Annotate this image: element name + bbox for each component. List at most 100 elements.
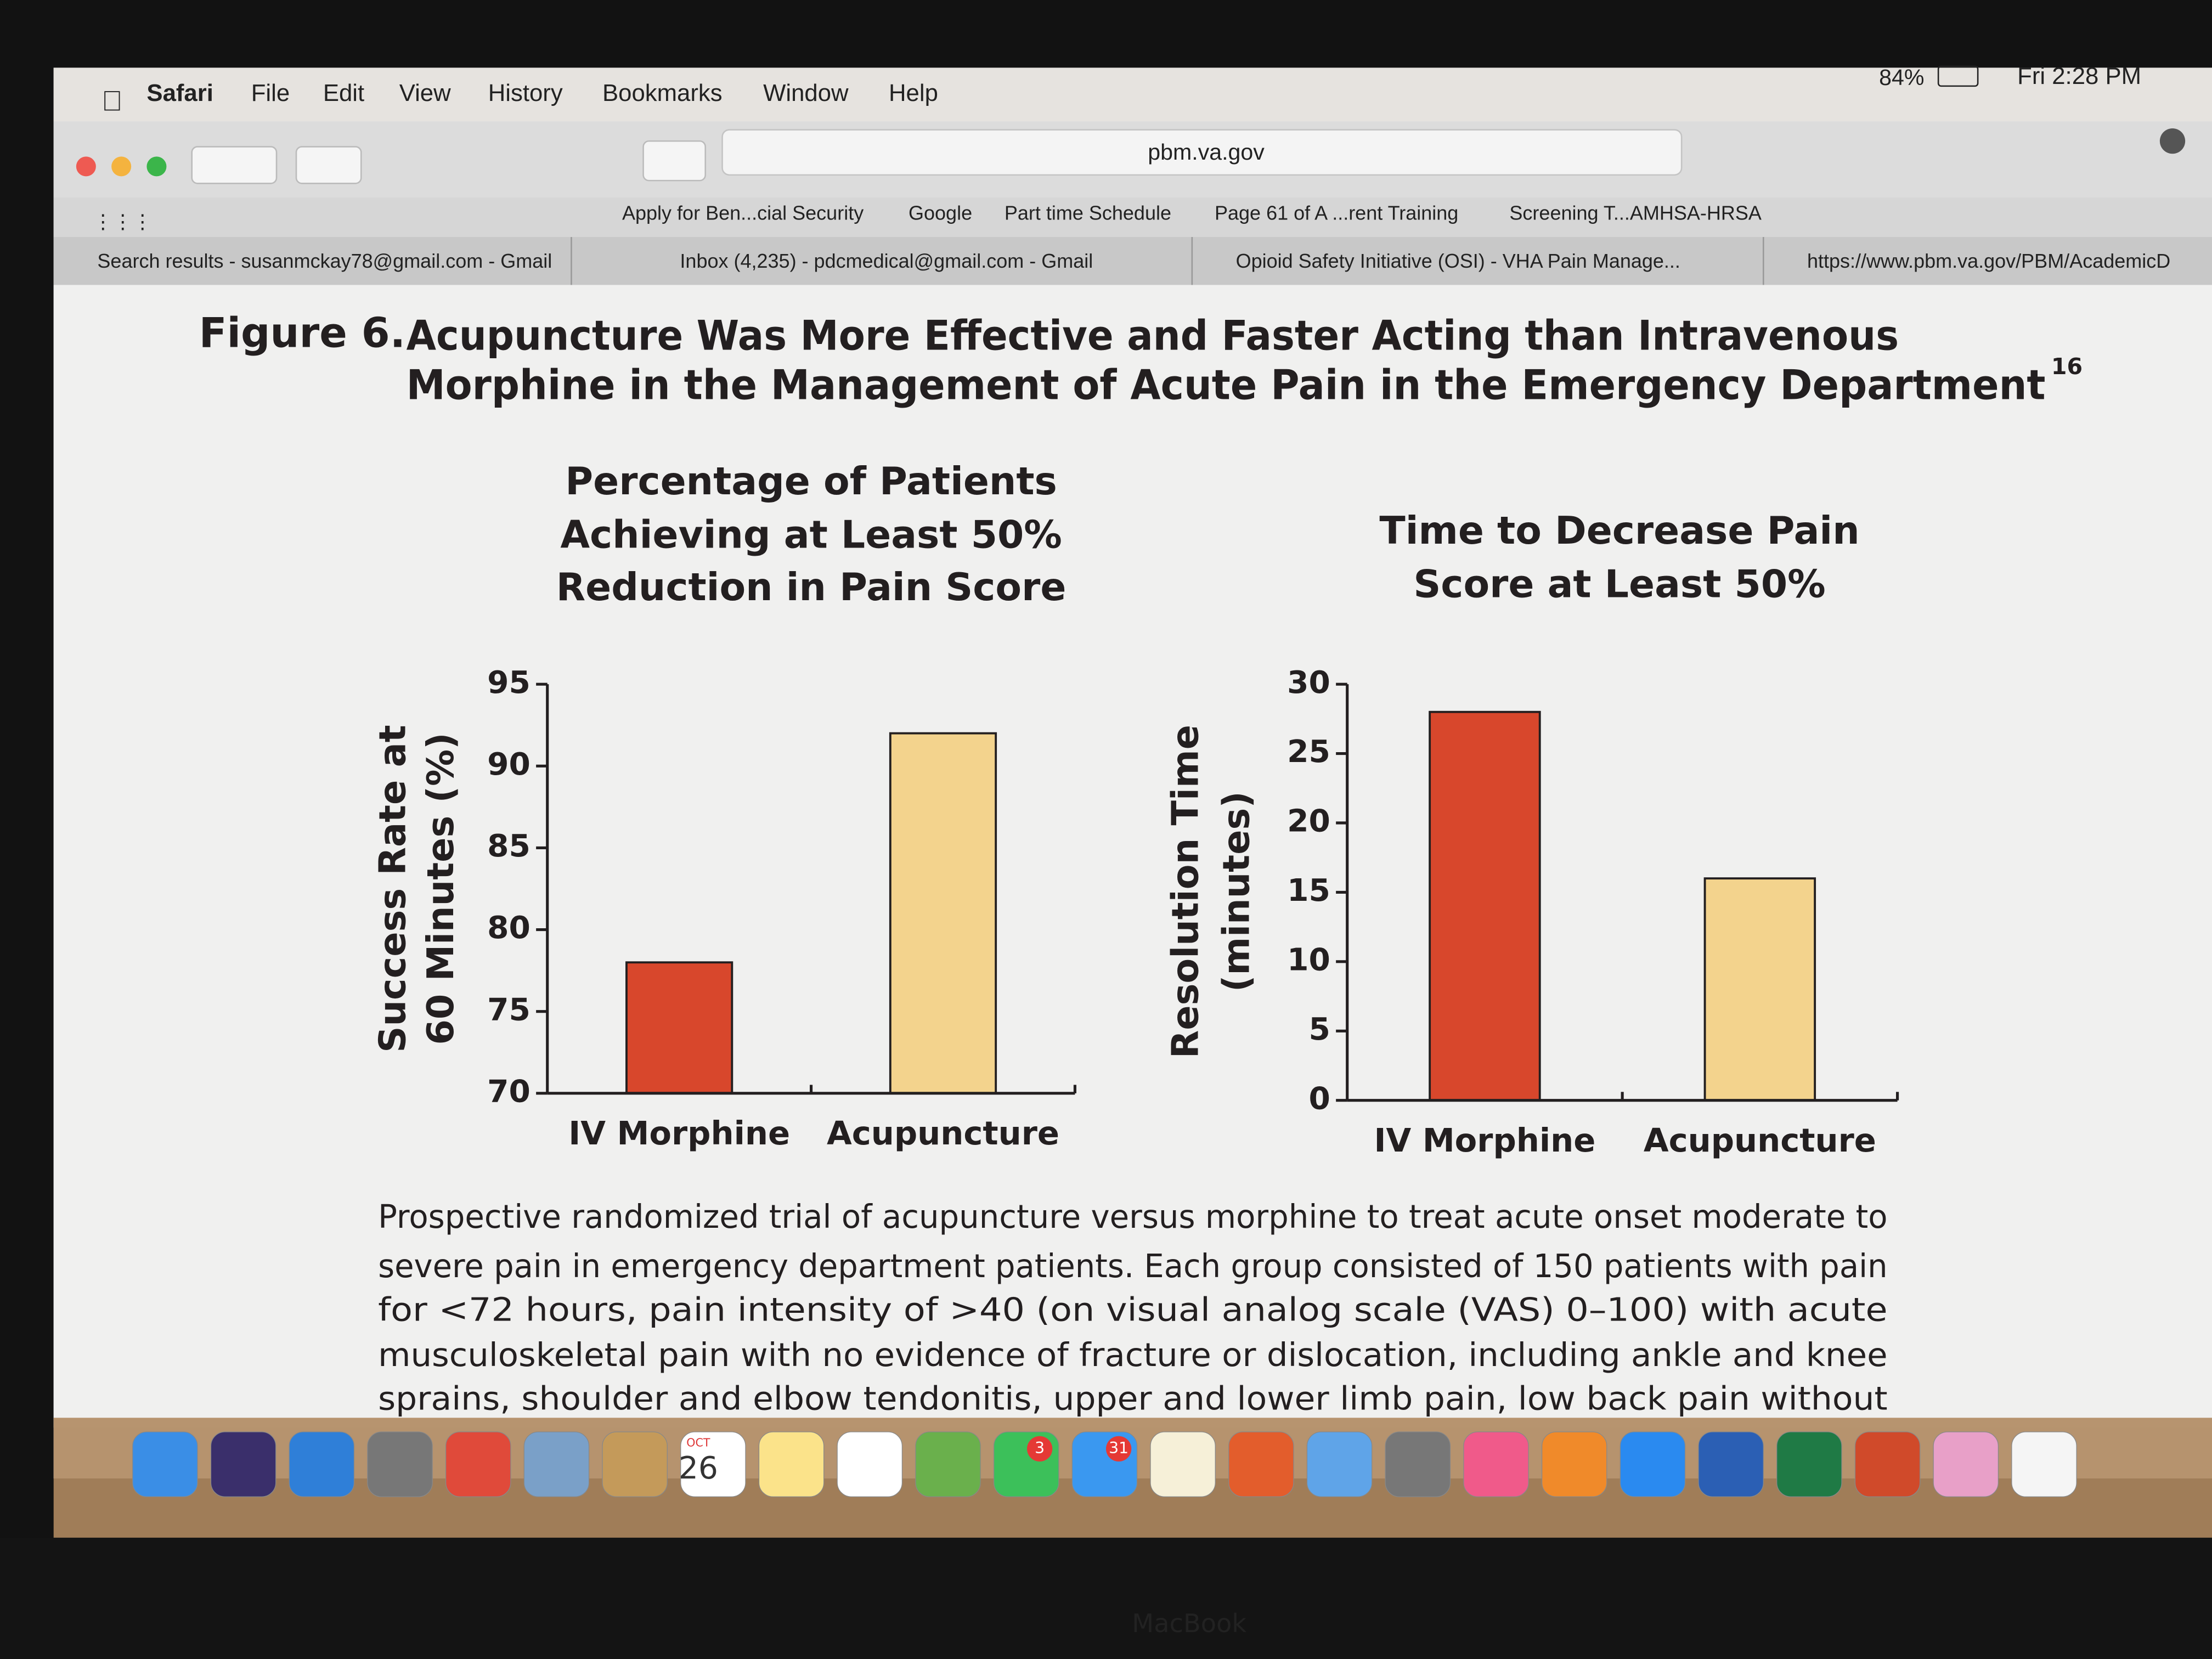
address-field[interactable] [721, 129, 1683, 176]
badge: 3 [1035, 1439, 1045, 1457]
dock-icon[interactable] [1698, 1431, 1764, 1497]
menu-bar [53, 67, 2212, 122]
bar [889, 732, 997, 1094]
bar [1429, 710, 1541, 1102]
y-tick-label: 90 [487, 746, 531, 782]
bookmark[interactable]: Google [909, 201, 972, 224]
bookmark[interactable]: Part time Schedule [1005, 201, 1171, 224]
x-tick-label: IV Morphine [568, 1114, 790, 1152]
bookmark[interactable]: Apply for Ben...cial Security [622, 201, 864, 224]
dock-icon[interactable] [1776, 1431, 1842, 1497]
menu-item[interactable]: View [399, 80, 451, 106]
back-forward[interactable] [191, 146, 278, 184]
dock-icon[interactable] [1150, 1431, 1216, 1497]
y-tick-label: 85 [487, 828, 531, 864]
dock-icon[interactable] [445, 1431, 511, 1497]
sidebar-button[interactable] [295, 146, 362, 184]
y-tick-label: 95 [487, 664, 531, 701]
calendar-day: 26 [679, 1450, 718, 1486]
tab[interactable]: Search results - susanmckay78@gmail.com … [97, 250, 552, 272]
chart-title: Reduction in Pain Score [556, 566, 1066, 610]
dock-icon[interactable] [680, 1431, 746, 1497]
close-button[interactable] [76, 156, 96, 177]
menu-item[interactable]: Window [763, 80, 849, 106]
dock-icon[interactable] [210, 1431, 276, 1497]
dock-icon[interactable] [132, 1431, 198, 1497]
app-menu[interactable]: Safari [146, 80, 213, 106]
tab[interactable]: Opioid Safety Initiative (OSI) - VHA Pai… [1236, 250, 1680, 272]
menu-item[interactable]: History [488, 80, 563, 106]
bezel-bottom [0, 1537, 2212, 1659]
bezel-label: MacBook [1132, 1609, 1246, 1638]
minimize-button[interactable] [111, 156, 132, 177]
figure-label: Figure 6. [199, 309, 405, 357]
figure-title: Morphine in the Management of Acute Pain… [407, 362, 2046, 409]
y-tick-label: 5 [1308, 1011, 1330, 1047]
y-axis-label: Success Rate at [371, 725, 414, 1052]
battery-icon[interactable] [1937, 65, 1979, 87]
x-tick-label: Acupuncture [827, 1114, 1059, 1152]
menu-item[interactable]: File [251, 80, 290, 106]
dock-icon[interactable] [915, 1431, 981, 1497]
menu-item[interactable]: Help [889, 80, 938, 106]
dock-icon[interactable] [367, 1431, 433, 1497]
bookmark[interactable]: Page 61 of A ...rent Training [1215, 201, 1458, 224]
tab[interactable]: Inbox (4,235) - pdcmedical@gmail.com - G… [680, 250, 1093, 272]
chart-title: Score at Least 50% [1413, 563, 1825, 607]
dock-icon[interactable] [1541, 1431, 1607, 1497]
figure-title: Acupuncture Was More Effective and Faste… [407, 312, 1899, 360]
y-tick-label: 0 [1308, 1080, 1330, 1116]
caption-line: severe pain in emergency department pati… [378, 1247, 1887, 1285]
battery-percent: 84% [1879, 65, 1924, 90]
chart-title: Time to Decrease Pain [1379, 509, 1859, 553]
downloads-button[interactable] [2159, 128, 2186, 154]
badge: 31 [1109, 1439, 1128, 1457]
badge-dot [1027, 1436, 1053, 1462]
bookmarks-bar [53, 198, 2212, 237]
dock-icon[interactable] [602, 1431, 668, 1497]
caption-line: musculoskeletal pain with no evidence of… [378, 1336, 1887, 1374]
y-axis-label: 60 Minutes (%) [419, 732, 462, 1045]
y-tick-label: 30 [1287, 664, 1330, 701]
bar [1703, 877, 1816, 1102]
dock-icon[interactable] [1933, 1431, 1999, 1497]
clock[interactable]: Fri 2:28 PM [2017, 63, 2141, 89]
dock-icon[interactable] [758, 1431, 825, 1497]
tab-bar [53, 237, 2212, 285]
y-tick-label: 25 [1287, 733, 1330, 770]
dock-icon[interactable] [1854, 1431, 1921, 1497]
x-tick-label: IV Morphine [1374, 1121, 1596, 1159]
chart-title: Percentage of Patients [565, 460, 1057, 504]
badge-dot [1106, 1436, 1132, 1462]
tab[interactable]: https://www.pbm.va.gov/PBM/AcademicD [1807, 250, 2170, 272]
menu-item[interactable]: Edit [323, 80, 364, 106]
y-tick-label: 10 [1287, 941, 1330, 978]
dock-icon[interactable] [1306, 1431, 1373, 1497]
dock-icon[interactable] [837, 1431, 903, 1497]
caption-line: Prospective randomized trial of acupunct… [378, 1198, 1887, 1235]
url[interactable]: pbm.va.gov [1148, 139, 1265, 165]
dock-icon[interactable] [1620, 1431, 1686, 1497]
bar [625, 961, 733, 1094]
calendar-month: OCT [686, 1436, 710, 1449]
dock-icon[interactable] [2011, 1431, 2077, 1497]
dock-icon[interactable] [1228, 1431, 1294, 1497]
y-tick-label: 20 [1287, 803, 1330, 839]
web-content [53, 285, 2212, 1428]
dock-icon[interactable] [1385, 1431, 1451, 1497]
dock-icon[interactable] [289, 1431, 355, 1497]
menu-item[interactable]: Bookmarks [602, 80, 723, 106]
apple-logo[interactable]:  [101, 84, 123, 116]
chart-title: Achieving at Least 50% [560, 514, 1062, 557]
dock-icon[interactable] [1463, 1431, 1529, 1497]
dock-icon[interactable] [523, 1431, 590, 1497]
top-sites[interactable]: ⋮⋮⋮ [93, 210, 153, 233]
zoom-button[interactable] [146, 156, 167, 177]
y-tick-label: 15 [1287, 872, 1330, 909]
y-tick-label: 75 [487, 991, 531, 1028]
x-tick-label: Acupuncture [1644, 1121, 1876, 1159]
bookmark[interactable]: Screening T...AMHSA-HRSA [1509, 201, 1762, 224]
grammarly-button[interactable] [642, 140, 707, 182]
